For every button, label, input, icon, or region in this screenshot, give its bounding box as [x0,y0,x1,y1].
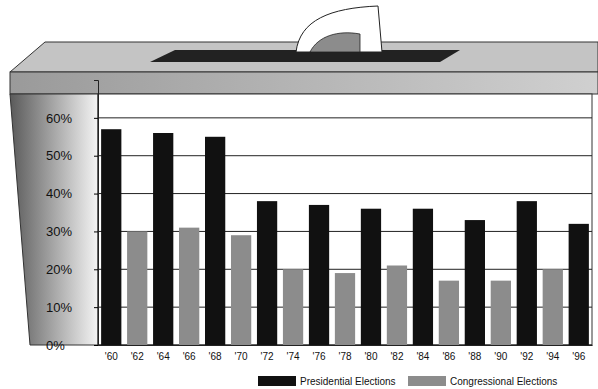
tick-label: '74 [287,351,300,362]
tick-label: '94 [546,351,559,362]
tick-label: '82 [390,351,403,362]
bar [465,220,485,345]
tick-label: 60% [46,111,72,126]
bar [231,235,251,345]
bar [387,266,407,346]
tick: '64 [157,345,170,362]
bar [179,228,199,345]
tick: '80 [364,345,377,362]
legend: Presidential Elections Congressional Elec… [258,376,557,387]
tick: 20% [46,262,98,277]
tick: '60 [105,345,118,362]
tick: '72 [261,345,274,362]
legend-label: Congressional Elections [450,376,557,387]
x-axis: '60 '62 '64 '66 '68 '70 '72 '74 '76 '78 '80 '82 '84 '… [99,345,593,362]
tick-label: 20% [46,262,72,277]
tick: '94 [546,345,559,362]
bar [205,137,225,345]
grid [98,118,592,345]
tick-label: '78 [338,351,351,362]
tick: '86 [442,345,455,362]
tick: '62 [131,345,144,362]
tick: '96 [572,345,585,362]
legend-item: Presidential Elections [258,376,396,387]
tick-label: '84 [416,351,429,362]
axis-line [99,345,593,346]
bars [101,129,589,345]
bar [309,205,329,345]
bar [127,231,147,345]
tick-label: '62 [131,351,144,362]
tick: '82 [390,345,403,362]
tick-label: '92 [520,351,533,362]
tick: '78 [338,345,351,362]
bar [153,133,173,345]
bar [439,281,459,345]
ballot-fold [310,33,360,52]
box-side [10,94,98,345]
tick-mark [94,231,98,232]
bar [361,209,381,345]
grid-line [98,117,592,118]
tick: 10% [46,300,98,315]
ballot-box [10,6,598,345]
tick-label: 40% [46,186,72,201]
tick: '90 [494,345,507,362]
axis-line [94,81,99,346]
tick: 40% [46,186,98,201]
tick: '92 [520,345,533,362]
bar [413,209,433,345]
tick: '84 [416,345,429,362]
ballot [296,6,382,52]
tick-label: 50% [46,148,72,163]
tick: '88 [468,345,481,362]
y-axis: 0% 10% 20% 30% 40% 50% 60% [46,81,99,353]
chart: 0% 10% 20% 30% 40% 50% 60% '60 '62 '64 '66 '68 '70 '7… [0,0,598,389]
tick-label: '80 [364,351,377,362]
bar [335,273,355,345]
tick-label: '76 [313,351,326,362]
tick-label: '90 [494,351,507,362]
tick-mark [94,307,98,308]
tick: 50% [46,148,98,163]
bar [283,269,303,345]
bar [257,201,277,345]
legend-label: Presidential Elections [300,376,396,387]
tick: '76 [313,345,326,362]
tick-mark [94,345,98,346]
tick: 30% [46,224,98,239]
tick-mark [94,194,98,195]
tick-label: '64 [157,351,170,362]
tick-label: 0% [46,338,65,353]
tick-mark [94,118,98,119]
tick-label: '72 [261,351,274,362]
tick-mark [94,269,98,270]
bar [491,281,511,345]
bar [569,224,589,345]
tick-label: '66 [183,351,196,362]
legend-item: Congressional Elections [408,376,557,387]
tick-label: '60 [105,351,118,362]
tick-label: '70 [235,351,248,362]
tick-label: '68 [209,351,222,362]
tick-label: '96 [572,351,585,362]
bar [101,129,121,345]
tick-label: '86 [442,351,455,362]
tick-mark [94,156,98,157]
tick-label: '88 [468,351,481,362]
tick: 0% [46,338,98,353]
tick-label: 30% [46,224,72,239]
tick: '68 [209,345,222,362]
tick-label: 10% [46,300,72,315]
legend-swatch [258,376,296,386]
bar [517,201,537,345]
tick: '66 [183,345,196,362]
tick: '70 [235,345,248,362]
box-front [98,94,592,345]
bar [543,269,563,345]
tick: 60% [46,111,98,126]
tick: '74 [287,345,300,362]
legend-swatch [408,376,446,386]
